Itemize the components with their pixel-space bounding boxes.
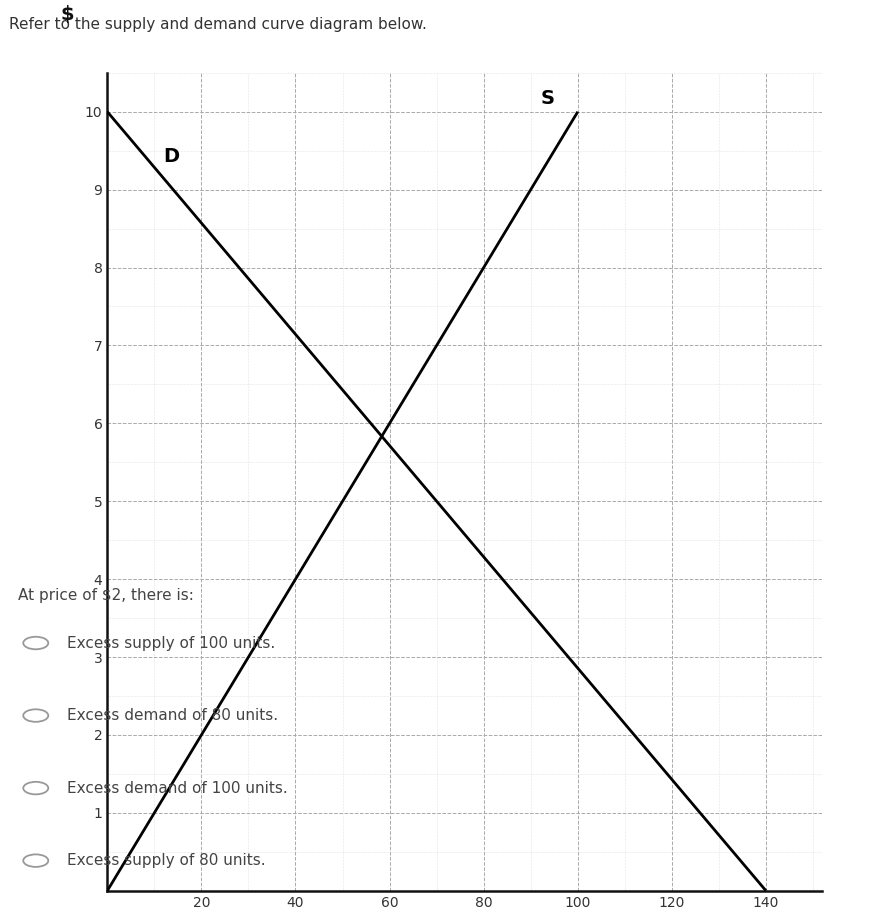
Text: $: $ (61, 5, 74, 24)
Text: Excess demand of 80 units.: Excess demand of 80 units. (67, 708, 278, 723)
Text: D: D (164, 147, 180, 166)
Text: Excess supply of 100 units.: Excess supply of 100 units. (67, 635, 275, 651)
Text: Excess supply of 80 units.: Excess supply of 80 units. (67, 854, 266, 868)
Text: Excess demand of 100 units.: Excess demand of 100 units. (67, 781, 288, 795)
Text: Refer to the supply and demand curve diagram below.: Refer to the supply and demand curve dia… (9, 17, 426, 33)
Text: S: S (540, 89, 554, 108)
Text: At price of $2, there is:: At price of $2, there is: (18, 588, 194, 603)
